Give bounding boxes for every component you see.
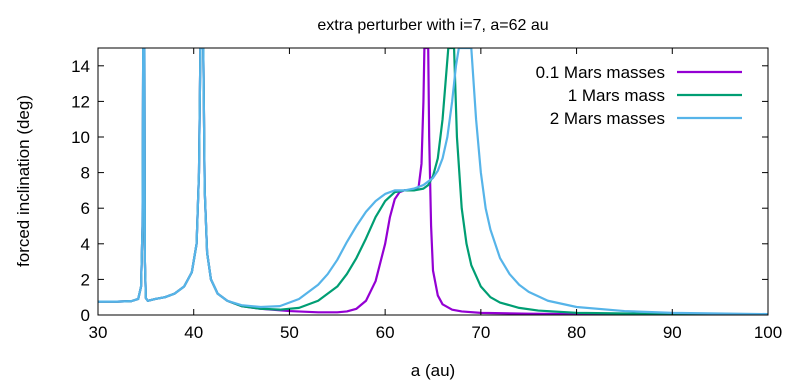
x-tick-label: 40 <box>184 323 203 342</box>
x-tick-label: 80 <box>567 323 586 342</box>
legend-label-3: 2 Mars masses <box>550 109 665 128</box>
x-axis-title: a (au) <box>411 361 455 380</box>
x-tick-label: 70 <box>471 323 490 342</box>
y-tick-label: 8 <box>81 164 90 183</box>
legend-label-2: 1 Mars mass <box>568 86 665 105</box>
y-tick-label: 6 <box>81 199 90 218</box>
y-tick-label: 14 <box>71 57 90 76</box>
y-tick-label: 10 <box>71 128 90 147</box>
legend: 0.1 Mars masses 1 Mars mass 2 Mars masses <box>536 63 742 128</box>
ticks-layer: 30 40 50 60 70 80 90 100 0 2 4 6 8 10 12 14 <box>71 48 782 342</box>
y-tick-label: 0 <box>81 306 90 325</box>
series-line-3 <box>98 48 768 315</box>
chart-title: extra perturber with i=7, a=62 au <box>317 17 548 34</box>
x-tick-label: 90 <box>663 323 682 342</box>
y-axis-title: forced inclination (deg) <box>14 95 33 267</box>
y-tick-label: 2 <box>81 270 90 289</box>
series-layer <box>98 48 768 315</box>
x-tick-label: 50 <box>280 323 299 342</box>
legend-label-1: 0.1 Mars masses <box>536 63 665 82</box>
x-tick-label: 60 <box>376 323 395 342</box>
x-tick-label: 100 <box>754 323 782 342</box>
y-tick-label: 12 <box>71 92 90 111</box>
plot-frame <box>97 47 769 316</box>
y-tick-label: 4 <box>81 235 90 254</box>
x-tick-label: 30 <box>89 323 108 342</box>
